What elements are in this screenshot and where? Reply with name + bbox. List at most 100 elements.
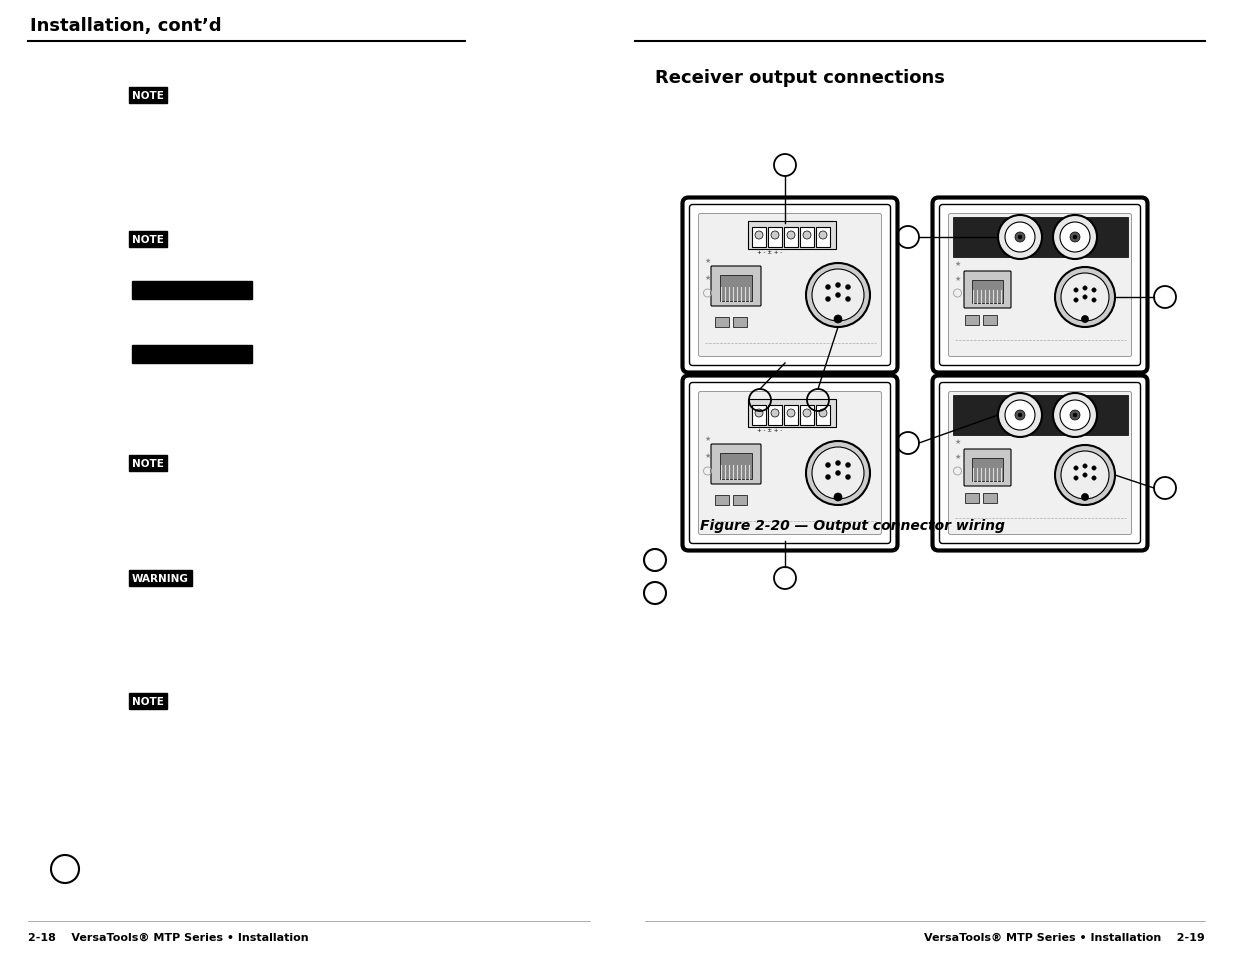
Text: Receiver output connections: Receiver output connections (655, 69, 945, 87)
Text: Installation, cont’d: Installation, cont’d (30, 17, 221, 35)
Bar (768, 228, 782, 248)
Bar (965, 315, 978, 326)
Bar (972, 281, 1003, 304)
FancyBboxPatch shape (948, 392, 1131, 535)
Bar (752, 406, 766, 426)
Circle shape (834, 494, 842, 501)
Circle shape (836, 283, 841, 288)
Text: ★: ★ (955, 454, 961, 459)
Circle shape (1073, 414, 1077, 417)
Bar (732, 317, 746, 328)
Circle shape (825, 463, 830, 468)
Circle shape (811, 270, 864, 322)
Circle shape (806, 264, 869, 328)
Circle shape (1060, 400, 1091, 431)
FancyBboxPatch shape (948, 214, 1131, 357)
FancyBboxPatch shape (689, 205, 890, 366)
Bar (816, 406, 830, 426)
Circle shape (755, 410, 763, 417)
Circle shape (1082, 494, 1088, 501)
Bar (132, 282, 252, 299)
Circle shape (846, 297, 851, 302)
Circle shape (1018, 414, 1023, 417)
Circle shape (825, 285, 830, 291)
Bar (952, 218, 1128, 257)
Circle shape (1018, 235, 1023, 240)
FancyBboxPatch shape (683, 376, 898, 551)
Bar (816, 228, 830, 248)
Bar (720, 454, 752, 479)
Text: ★: ★ (955, 438, 961, 444)
Text: WARNING: WARNING (132, 574, 189, 583)
Text: ★: ★ (704, 274, 710, 281)
Text: ★: ★ (704, 257, 710, 264)
Circle shape (825, 475, 830, 480)
Circle shape (1061, 452, 1109, 499)
Circle shape (1060, 223, 1091, 253)
Circle shape (1073, 235, 1077, 240)
Bar (748, 222, 836, 250)
FancyBboxPatch shape (699, 214, 882, 357)
Circle shape (1083, 295, 1087, 300)
Circle shape (846, 475, 851, 480)
Circle shape (834, 315, 842, 324)
Circle shape (819, 410, 827, 417)
Bar (800, 406, 814, 426)
Circle shape (1005, 400, 1035, 431)
Circle shape (787, 232, 795, 240)
FancyBboxPatch shape (940, 383, 1140, 544)
Bar (720, 275, 752, 302)
Text: VersaTools® MTP Series • Installation    2-19: VersaTools® MTP Series • Installation 2-… (924, 932, 1205, 942)
FancyBboxPatch shape (699, 392, 882, 535)
Circle shape (998, 394, 1042, 437)
FancyBboxPatch shape (965, 450, 1011, 486)
Circle shape (1092, 476, 1097, 480)
Circle shape (1083, 287, 1087, 291)
Text: NOTE: NOTE (132, 697, 164, 706)
FancyBboxPatch shape (683, 198, 898, 374)
Bar (732, 496, 746, 505)
Bar (965, 494, 978, 503)
Circle shape (1005, 223, 1035, 253)
Circle shape (1073, 289, 1078, 293)
Circle shape (811, 448, 864, 499)
Circle shape (803, 410, 811, 417)
Bar (768, 406, 782, 426)
Circle shape (771, 410, 779, 417)
Bar (972, 458, 1003, 481)
Bar (800, 228, 814, 248)
Text: ★: ★ (955, 261, 961, 267)
Circle shape (998, 215, 1042, 260)
Bar (784, 406, 798, 426)
Circle shape (825, 297, 830, 302)
Circle shape (771, 232, 779, 240)
Text: ★: ★ (704, 436, 710, 441)
Bar (132, 346, 252, 364)
Bar (983, 494, 997, 503)
Bar (715, 496, 729, 505)
Bar (983, 315, 997, 326)
Circle shape (806, 441, 869, 505)
Text: + - ± + -: + - ± + - (757, 251, 783, 255)
Circle shape (755, 232, 763, 240)
FancyBboxPatch shape (932, 376, 1147, 551)
Circle shape (1073, 476, 1078, 480)
Text: ★: ★ (704, 453, 710, 458)
Circle shape (836, 471, 841, 476)
Circle shape (1082, 316, 1088, 323)
Circle shape (1070, 411, 1079, 420)
Circle shape (846, 463, 851, 468)
Circle shape (1083, 464, 1087, 469)
FancyBboxPatch shape (965, 272, 1011, 309)
Circle shape (1055, 268, 1115, 328)
Bar (748, 399, 836, 428)
Text: + - ± + -: + - ± + - (757, 428, 783, 433)
Circle shape (836, 294, 841, 298)
Circle shape (787, 410, 795, 417)
Circle shape (1073, 298, 1078, 303)
Bar (752, 228, 766, 248)
Circle shape (1092, 298, 1097, 303)
Text: NOTE: NOTE (132, 458, 164, 469)
Circle shape (846, 285, 851, 291)
FancyBboxPatch shape (689, 383, 890, 544)
